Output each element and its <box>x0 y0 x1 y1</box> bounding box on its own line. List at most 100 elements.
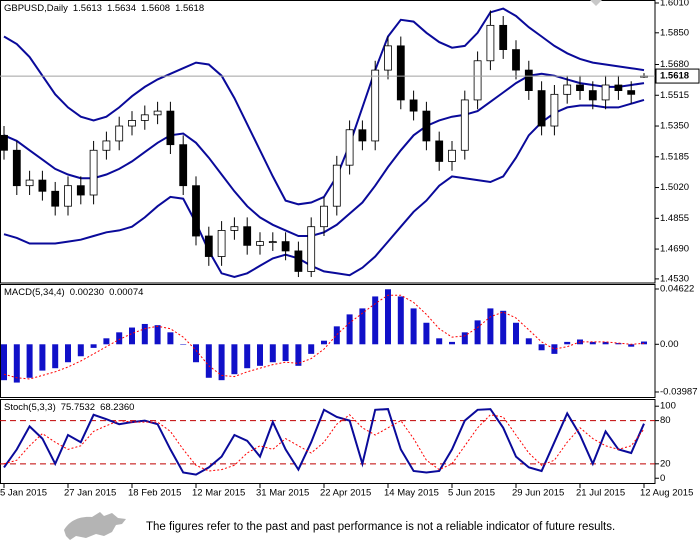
candle-body <box>179 144 188 187</box>
legend-value: 0.00074 <box>109 287 143 298</box>
macd-bar <box>1 344 7 381</box>
candle-body <box>51 190 60 207</box>
candle-body <box>473 60 482 101</box>
candle-body <box>243 226 252 246</box>
macd-bar <box>615 343 622 345</box>
macd-bar <box>269 344 276 363</box>
macd-bar <box>13 344 20 383</box>
x-tick-label: 14 May 2015 <box>384 488 439 499</box>
x-tick-label: 22 Apr 2015 <box>320 488 371 499</box>
macd-bar <box>602 341 609 345</box>
candle-body <box>614 84 623 92</box>
macd-bar <box>436 338 443 345</box>
candle-body <box>294 250 303 272</box>
x-tick-label: 18 Feb 2015 <box>128 488 181 499</box>
plot-area <box>0 7 648 279</box>
candle-body <box>563 84 572 95</box>
macd-bar <box>525 338 532 345</box>
macd-bar <box>295 344 302 366</box>
panel-header: MACD(5,34,4) 0.00230 0.00074 <box>4 287 143 298</box>
candle-body <box>64 185 72 207</box>
candle-body <box>128 120 136 127</box>
candle-body <box>281 241 290 252</box>
ohlc-value: 1.5613 <box>73 3 102 14</box>
macd-bar <box>129 327 135 345</box>
candle-body <box>576 84 584 92</box>
macd-bar <box>103 338 110 345</box>
panel-title: GBPUSD,Daily <box>4 3 68 14</box>
macd-bar <box>205 344 212 378</box>
macd-bar <box>26 344 33 378</box>
macd-bar <box>628 344 635 347</box>
candle-body <box>102 140 111 151</box>
macd-bar <box>218 344 225 381</box>
stoch-panel-frame <box>0 399 656 484</box>
plot-area <box>0 408 655 476</box>
panel-header: GBPUSD,Daily 1.5613 1.5634 1.5608 1.5618 <box>4 3 204 14</box>
candle-body <box>89 149 98 196</box>
macd-bar <box>372 296 379 345</box>
macd-bar <box>461 332 468 345</box>
y-tick-label: 0.00 <box>660 339 679 350</box>
macd-bar <box>513 322 519 345</box>
macd-bar <box>410 308 417 345</box>
x-tick-label: 12 Aug 2015 <box>640 488 693 499</box>
scroll-marker <box>590 0 602 6</box>
y-tick-label: 1.5020 <box>660 182 689 193</box>
y-tick-label: -0.03987 <box>660 386 698 397</box>
candle-body <box>358 129 367 142</box>
candle-body <box>153 110 162 116</box>
candle-body <box>524 69 533 92</box>
candle-body <box>345 129 354 166</box>
x-tick-label: 21 Jul 2015 <box>576 488 625 499</box>
macd-bar <box>538 344 545 351</box>
x-tick-label: 31 Mar 2015 <box>256 488 309 499</box>
macd-bar <box>90 344 97 348</box>
candle-body <box>0 134 8 151</box>
candle-body <box>627 90 636 95</box>
legend-value: 0.00230 <box>70 287 104 298</box>
y-tick-label: 1.5185 <box>660 151 689 162</box>
macd-bar <box>333 326 340 345</box>
y-tick-label: 80 <box>660 415 671 426</box>
macd-bar <box>308 344 315 354</box>
macd-bar <box>244 344 251 369</box>
price-box <box>655 68 700 84</box>
y-tick-label: 1.4690 <box>660 244 689 255</box>
macd-bar <box>231 344 238 375</box>
candle-body <box>486 24 495 62</box>
candle-body <box>12 149 21 187</box>
macd-bar <box>641 341 647 345</box>
macd-bar <box>551 344 558 354</box>
candle-body <box>512 49 520 71</box>
panel-title: MACD(5,34,4) <box>4 287 65 298</box>
macd-bar <box>449 341 455 345</box>
x-tick-label: 5 Jan 2015 <box>0 488 47 499</box>
candle-body <box>140 114 149 121</box>
candle-body <box>448 149 456 162</box>
candle-body <box>409 99 418 112</box>
macd-bar <box>52 344 59 369</box>
ohlc-value: 1.5618 <box>175 3 204 14</box>
logo <box>64 512 126 540</box>
stoch-line <box>3 408 645 476</box>
macd-bar <box>154 325 161 345</box>
macd-bar <box>589 341 596 345</box>
macd-bar <box>397 296 404 345</box>
macd-bar <box>257 344 263 366</box>
signal-line <box>3 294 645 380</box>
y-tick-label: 1.5850 <box>660 27 689 38</box>
x-tick-label: 12 Mar 2015 <box>192 488 245 499</box>
macd-bar <box>180 344 187 345</box>
candle-body <box>499 24 508 50</box>
candle-body <box>320 205 328 228</box>
y-tick-label: 20 <box>660 458 671 469</box>
y-tick-label: 0.04622 <box>660 284 694 295</box>
y-tick-label: 0 <box>660 473 665 484</box>
macd-bar <box>359 308 366 345</box>
y-tick-label: 1.5350 <box>660 121 689 132</box>
candle-body <box>166 110 175 146</box>
y-tick-label: 1.5515 <box>660 90 689 101</box>
candle-body <box>217 230 226 257</box>
